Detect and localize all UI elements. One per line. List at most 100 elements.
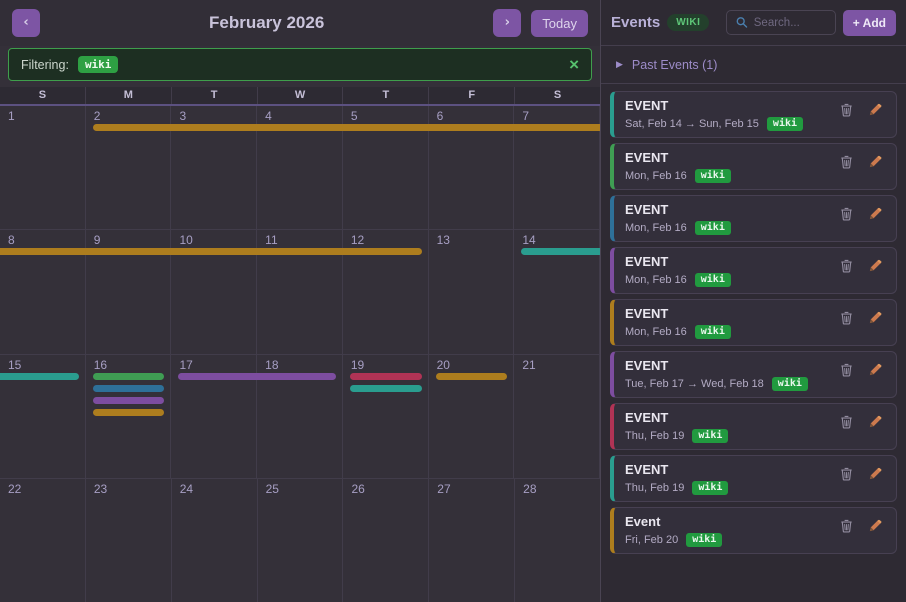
day-cell-2[interactable]: 2 bbox=[86, 106, 172, 230]
day-number: 14 bbox=[522, 233, 536, 248]
event-bar[interactable] bbox=[92, 124, 600, 131]
event-card[interactable]: EVENT Mon, Feb 16 wiki bbox=[610, 247, 897, 294]
day-cell-23[interactable]: 23 bbox=[86, 478, 172, 602]
delete-event-icon[interactable] bbox=[839, 258, 854, 273]
event-bar[interactable] bbox=[0, 248, 422, 256]
edit-event-icon[interactable] bbox=[868, 310, 883, 325]
edit-event-icon[interactable] bbox=[868, 206, 883, 221]
event-bar[interactable] bbox=[92, 396, 165, 404]
day-number: 19 bbox=[350, 357, 365, 372]
event-card[interactable]: EVENT Tue, Feb 17 → Wed, Feb 18 wiki bbox=[610, 351, 897, 398]
day-cell-6[interactable]: 6 bbox=[429, 106, 515, 230]
day-cell-26[interactable]: 26 bbox=[343, 478, 430, 602]
day-cell-18[interactable]: 18 bbox=[257, 354, 343, 478]
day-cell-19[interactable]: 19 bbox=[343, 354, 429, 478]
event-card[interactable]: Event Fri, Feb 20 wiki bbox=[610, 507, 897, 554]
calendar-section: ‹ February 2026 › Today Filtering: wiki … bbox=[0, 0, 601, 602]
event-date: Mon, Feb 16 bbox=[625, 222, 687, 234]
event-card[interactable]: EVENT Mon, Feb 16 wiki bbox=[610, 195, 897, 242]
past-events-toggle[interactable]: ▶ Past Events (1) bbox=[601, 46, 906, 84]
calendar-week-row: 8 9 10 11 12 13 14 bbox=[0, 230, 601, 355]
day-cell-1[interactable]: 1 bbox=[0, 106, 86, 230]
day-cell-8[interactable]: 8 bbox=[0, 230, 86, 354]
day-cell-22[interactable]: 22 bbox=[0, 478, 86, 602]
delete-event-icon[interactable] bbox=[839, 414, 854, 429]
day-cell-14[interactable]: 14 bbox=[514, 230, 601, 354]
day-cell-4[interactable]: 4 bbox=[257, 106, 343, 230]
day-cell-25[interactable]: 25 bbox=[258, 478, 344, 602]
event-card-actions bbox=[839, 258, 883, 273]
prev-month-button[interactable]: ‹ bbox=[12, 9, 40, 37]
event-date: Thu, Feb 19 bbox=[625, 430, 685, 442]
event-card[interactable]: EVENT Mon, Feb 16 wiki bbox=[610, 299, 897, 346]
event-card[interactable]: EVENT Thu, Feb 19 wiki bbox=[610, 455, 897, 502]
event-card-actions bbox=[839, 362, 883, 377]
event-bar[interactable] bbox=[435, 372, 508, 380]
add-event-button[interactable]: + Add bbox=[842, 9, 896, 36]
past-events-label: Past Events (1) bbox=[631, 57, 718, 72]
day-cell-16[interactable]: 16 bbox=[86, 354, 172, 478]
day-cell-7[interactable]: 7 bbox=[514, 106, 601, 230]
event-card[interactable]: EVENT Sat, Feb 14 → Sun, Feb 15 wiki bbox=[610, 91, 897, 138]
day-cell-9[interactable]: 9 bbox=[86, 230, 172, 354]
day-cell-28[interactable]: 28 bbox=[515, 479, 600, 602]
delete-event-icon[interactable] bbox=[839, 466, 854, 481]
day-cell-3[interactable]: 3 bbox=[171, 106, 258, 230]
search-box[interactable] bbox=[725, 10, 836, 35]
edit-event-icon[interactable] bbox=[868, 258, 883, 273]
event-bar[interactable] bbox=[349, 384, 422, 392]
event-date-row: Mon, Feb 16 wiki bbox=[625, 325, 886, 339]
day-number: 6 bbox=[436, 109, 444, 123]
day-number: 25 bbox=[265, 481, 279, 496]
delete-event-icon[interactable] bbox=[839, 518, 854, 533]
next-month-button[interactable]: › bbox=[493, 9, 522, 37]
day-cell-11[interactable]: 11 bbox=[257, 230, 343, 354]
delete-event-icon[interactable] bbox=[839, 154, 854, 169]
event-bar[interactable] bbox=[92, 372, 165, 380]
event-tag-badge: wiki bbox=[766, 117, 804, 131]
event-bar[interactable] bbox=[349, 372, 422, 380]
event-card[interactable]: EVENT Mon, Feb 16 wiki bbox=[610, 143, 897, 190]
edit-event-icon[interactable] bbox=[868, 154, 883, 169]
event-card-actions bbox=[839, 414, 883, 429]
edit-event-icon[interactable] bbox=[868, 102, 883, 117]
event-tag-badge: wiki bbox=[694, 221, 731, 235]
day-number: 5 bbox=[350, 109, 358, 123]
delete-event-icon[interactable] bbox=[839, 102, 854, 117]
day-cell-12[interactable]: 12 bbox=[343, 230, 429, 354]
today-button[interactable]: Today bbox=[531, 9, 588, 37]
edit-event-icon[interactable] bbox=[868, 414, 883, 429]
event-bar[interactable] bbox=[92, 408, 165, 416]
delete-event-icon[interactable] bbox=[839, 206, 854, 221]
event-bar[interactable] bbox=[521, 248, 600, 256]
event-tag-badge: wiki bbox=[692, 429, 729, 443]
day-cell-13[interactable]: 13 bbox=[429, 230, 515, 354]
search-input[interactable] bbox=[753, 16, 826, 29]
day-number: 23 bbox=[93, 481, 108, 496]
edit-event-icon[interactable] bbox=[868, 466, 883, 481]
event-tag-badge: wiki bbox=[694, 169, 731, 183]
day-cell-10[interactable]: 10 bbox=[171, 230, 258, 354]
filter-close-icon[interactable]: × bbox=[569, 55, 579, 74]
day-cell-17[interactable]: 17 bbox=[171, 354, 258, 478]
event-bar[interactable] bbox=[0, 372, 79, 380]
edit-event-icon[interactable] bbox=[868, 362, 883, 377]
day-cell-24[interactable]: 24 bbox=[172, 478, 258, 602]
day-cell-21[interactable]: 21 bbox=[514, 354, 601, 478]
day-number: 17 bbox=[179, 357, 193, 372]
event-title: EVENT bbox=[625, 358, 669, 373]
day-cell-20[interactable]: 20 bbox=[429, 354, 515, 478]
event-bar[interactable] bbox=[92, 384, 165, 392]
event-date: Mon, Feb 16 bbox=[625, 326, 687, 338]
event-bar[interactable] bbox=[178, 372, 336, 380]
day-cell-27[interactable]: 27 bbox=[429, 478, 516, 602]
event-card[interactable]: EVENT Thu, Feb 19 wiki bbox=[610, 403, 897, 450]
edit-event-icon[interactable] bbox=[868, 518, 883, 533]
day-number: 27 bbox=[437, 481, 451, 496]
day-cell-15[interactable]: 15 bbox=[0, 354, 86, 478]
delete-event-icon[interactable] bbox=[839, 362, 854, 377]
day-cell-5[interactable]: 5 bbox=[343, 106, 429, 230]
delete-event-icon[interactable] bbox=[839, 310, 854, 325]
event-title: EVENT bbox=[625, 98, 669, 113]
